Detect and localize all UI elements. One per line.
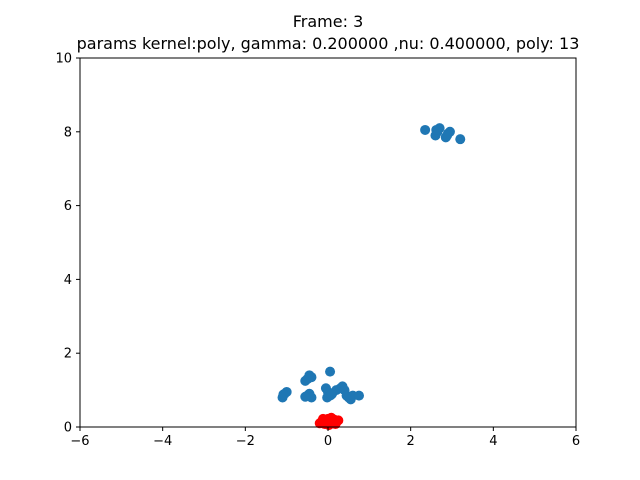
- x-tick-label: −2: [236, 434, 255, 449]
- plot-marks: [277, 123, 466, 431]
- scatter-point: [318, 413, 329, 424]
- scatter-point: [431, 124, 442, 135]
- x-tick-label: −6: [70, 434, 89, 449]
- y-tick-label: 2: [64, 347, 72, 362]
- scatter-point: [420, 124, 431, 135]
- y-tick-label: 6: [64, 199, 72, 214]
- x-tick-label: 2: [407, 434, 415, 449]
- y-tick-label: 4: [64, 273, 72, 288]
- x-tick-label: 4: [489, 434, 497, 449]
- scatter-point: [326, 389, 337, 400]
- chart-subtitle: params kernel:poly, gamma: 0.200000 ,nu:…: [77, 34, 580, 53]
- y-tick-label: 8: [64, 125, 72, 140]
- chart-title: Frame: 3: [293, 12, 364, 31]
- scatter-point: [300, 391, 311, 402]
- x-tick-label: 0: [324, 434, 332, 449]
- scatter-point: [278, 389, 289, 400]
- x-axis: −6 −4 −2 0 2 4 6: [70, 427, 580, 449]
- scatter-point: [325, 366, 336, 377]
- x-tick-label: 6: [572, 434, 580, 449]
- scatter-point: [442, 130, 453, 141]
- y-tick-label: 0: [64, 421, 72, 436]
- x-tick-label: −4: [153, 434, 172, 449]
- y-axis: 0 2 4 6 8 10: [55, 52, 80, 436]
- scatter-point: [354, 390, 364, 401]
- y-tick-label: 10: [55, 52, 72, 67]
- scatter-point: [330, 419, 341, 430]
- scatter-point: [455, 134, 466, 145]
- scatter-point: [300, 375, 311, 386]
